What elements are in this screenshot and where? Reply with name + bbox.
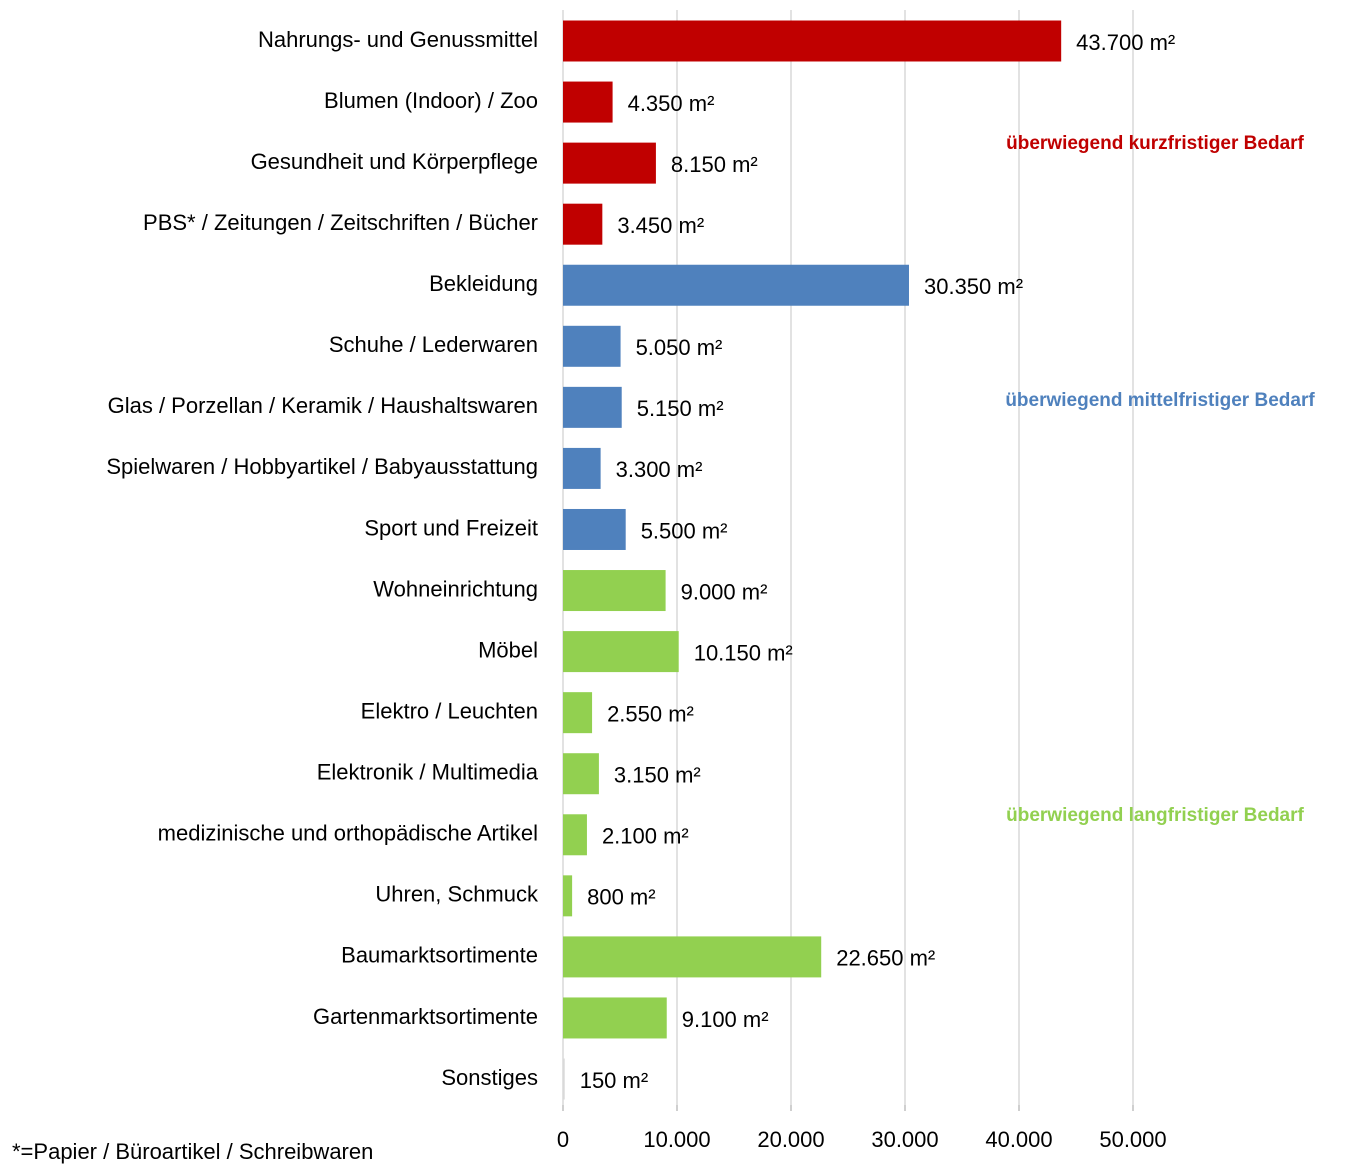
value-label: 30.350 m²: [924, 274, 1023, 299]
bar: [563, 753, 599, 795]
y-tick-label: Bekleidung: [429, 271, 538, 296]
value-label: 3.300 m²: [616, 457, 703, 482]
x-tick-label: 50.000: [1099, 1127, 1166, 1152]
bar: [563, 447, 601, 489]
x-tick-label: 20.000: [757, 1127, 824, 1152]
bar: [563, 508, 626, 550]
bar: [563, 386, 622, 428]
y-tick-label: Schuhe / Lederwaren: [329, 332, 538, 357]
value-label: 10.150 m²: [694, 640, 793, 665]
x-tick-label: 10.000: [643, 1127, 710, 1152]
annotation: überwiegend langfristiger Bedarf: [1006, 805, 1304, 826]
bar: [563, 1058, 565, 1100]
y-tick-label: Glas / Porzellan / Keramik / Haushaltswa…: [108, 393, 538, 418]
y-tick-label: Sport und Freizeit: [364, 515, 538, 540]
bar: [563, 142, 656, 184]
value-label: 9.100 m²: [682, 1007, 769, 1032]
bar: [563, 81, 613, 123]
value-label: 800 m²: [587, 885, 655, 910]
bar: [563, 20, 1062, 62]
annotation: überwiegend mittelfristiger Bedarf: [1005, 390, 1315, 411]
value-label: 2.100 m²: [602, 824, 689, 849]
y-tick-label: Möbel: [478, 637, 538, 662]
bar: [563, 997, 667, 1039]
bar: [563, 692, 593, 734]
bar: [563, 936, 822, 978]
bar: [563, 203, 603, 245]
y-tick-label: Spielwaren / Hobbyartikel / Babyausstatt…: [106, 454, 538, 479]
value-label: 5.500 m²: [641, 518, 728, 543]
value-label: 43.700 m²: [1076, 30, 1175, 55]
value-label: 22.650 m²: [836, 946, 935, 971]
value-label: 5.150 m²: [637, 396, 724, 421]
value-label: 2.550 m²: [607, 701, 694, 726]
bar: [563, 875, 573, 917]
value-label: 3.450 m²: [617, 213, 704, 238]
y-tick-label: Blumen (Indoor) / Zoo: [324, 88, 538, 113]
y-tick-label: PBS* / Zeitungen / Zeitschriften / Büche…: [143, 210, 538, 235]
y-tick-label: Elektro / Leuchten: [361, 698, 538, 723]
footnote: *=Papier / Büroartikel / Schreibwaren: [12, 1139, 373, 1164]
x-tick-label: 30.000: [871, 1127, 938, 1152]
y-tick-label: Elektronik / Multimedia: [317, 760, 539, 785]
bar: [563, 325, 621, 367]
y-tick-label: Gesundheit und Körperpflege: [251, 149, 538, 174]
x-tick-label: 40.000: [985, 1127, 1052, 1152]
value-label: 4.350 m²: [628, 91, 715, 116]
value-label: 150 m²: [580, 1068, 648, 1093]
bar: [563, 631, 679, 673]
y-tick-label: Baumarktsortimente: [341, 943, 538, 968]
annotation: überwiegend kurzfristiger Bedarf: [1006, 133, 1304, 154]
y-tick-label: Wohneinrichtung: [373, 576, 538, 601]
value-label: 3.150 m²: [614, 763, 701, 788]
value-label: 8.150 m²: [671, 152, 758, 177]
x-tick-label: 0: [557, 1127, 569, 1152]
value-label: 9.000 m²: [681, 579, 768, 604]
y-tick-label: Nahrungs- und Genussmittel: [258, 27, 538, 52]
bar: [563, 570, 666, 612]
y-tick-label: Sonstiges: [441, 1065, 538, 1090]
value-label: 5.050 m²: [636, 335, 723, 360]
bar: [563, 814, 587, 856]
bar: [563, 264, 909, 306]
y-tick-label: Uhren, Schmuck: [375, 882, 539, 907]
y-tick-label: Gartenmarktsortimente: [313, 1004, 538, 1029]
y-tick-label: medizinische und orthopädische Artikel: [158, 821, 538, 846]
